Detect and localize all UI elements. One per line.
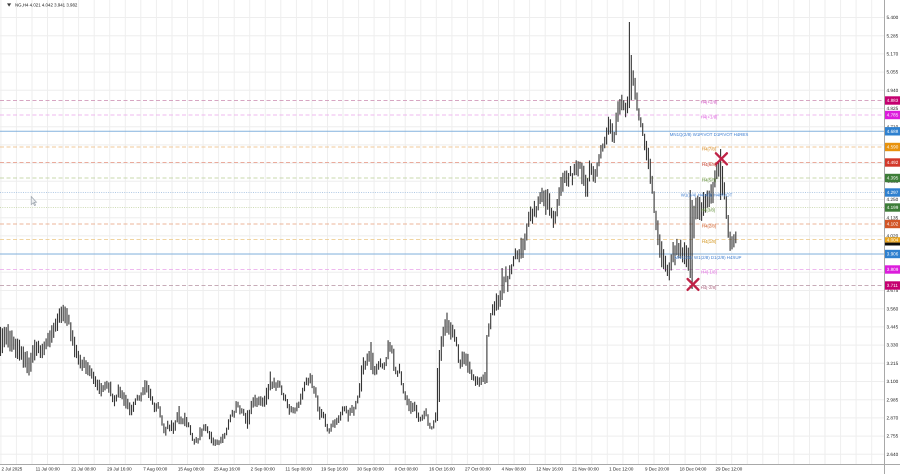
svg-text:4.710: 4.710 [887,124,899,130]
svg-text:2 Sep 00:00: 2 Sep 00:00 [251,466,275,471]
svg-text:12 Nov 16:00: 12 Nov 16:00 [536,466,563,471]
svg-text:4.004: 4.004 [887,238,899,243]
svg-text:11 Jul 00:00: 11 Jul 00:00 [36,466,60,471]
svg-text:5.170: 5.170 [887,51,899,57]
svg-text:21 Nov 00:00: 21 Nov 00:00 [572,466,599,471]
svg-text:3.445: 3.445 [887,324,899,330]
svg-text:H4[6/8]: H4[6/8] [702,162,716,167]
svg-text:4.199: 4.199 [887,205,899,210]
svg-text:2.640: 2.640 [887,451,899,457]
svg-text:4.785: 4.785 [887,113,899,118]
svg-text:25 Aug 16:00: 25 Aug 16:00 [214,466,241,471]
svg-text:2.985: 2.985 [887,397,899,403]
svg-text:2.870: 2.870 [887,415,899,421]
svg-text:H4[-1/8]: H4[-1/8] [701,270,717,275]
svg-text:4.135: 4.135 [887,215,899,221]
svg-text:NG,H4 4.021 4.042 3.941 3.982: NG,H4 4.021 4.042 3.941 3.982 [15,2,77,7]
svg-text:30 Sep 00:00: 30 Sep 00:00 [357,466,384,471]
svg-text:29 Dec 12:00: 29 Dec 12:00 [715,466,742,471]
svg-text:2 Jul 2025: 2 Jul 2025 [1,466,22,471]
svg-text:MN1Q(2/8) W1PIVOT D1PIVOT H4RE: MN1Q(2/8) W1PIVOT D1PIVOT H4RES [670,132,749,137]
svg-text:H4[2/8]: H4[2/8] [702,223,716,228]
svg-text:3.330: 3.330 [887,342,899,348]
svg-text:19 Sep 16:00: 19 Sep 16:00 [321,466,348,471]
svg-text:5.400: 5.400 [887,15,899,21]
svg-text:3.215: 3.215 [887,360,899,366]
svg-text:MN1(2/8) W1(2/8) D1(2/8) H4SUP: MN1(2/8) W1(2/8) D1(2/8) H4SUP [675,255,742,260]
svg-text:8 Oct 08:00: 8 Oct 08:00 [395,466,418,471]
svg-text:4.102: 4.102 [887,222,899,227]
svg-text:9 Dec 20:00: 9 Dec 20:00 [645,466,669,471]
svg-text:H4[+2/8]: H4[+2/8] [701,99,718,104]
svg-text:4.688: 4.688 [887,129,899,134]
svg-text:3.809: 3.809 [887,267,899,272]
svg-text:18 Dec 04:00: 18 Dec 04:00 [680,466,707,471]
svg-text:4.883: 4.883 [887,98,899,103]
svg-text:W1(3/4) H4(4/8) H4PIVOT: W1(3/4) H4(4/8) H4PIVOT [681,192,733,197]
svg-text:29 Jul 16:00: 29 Jul 16:00 [107,466,132,471]
svg-text:H4[1/8]: H4[1/8] [702,239,716,244]
svg-text:15 Aug 08:00: 15 Aug 08:00 [178,466,205,471]
svg-text:4.297: 4.297 [887,190,899,195]
svg-text:16 Oct 16:00: 16 Oct 16:00 [429,466,455,471]
svg-text:H4[+1/8]: H4[+1/8] [701,114,718,119]
svg-text:4.825: 4.825 [887,106,899,112]
svg-text:4 Nov 08:00: 4 Nov 08:00 [502,466,526,471]
svg-text:2.755: 2.755 [887,433,899,439]
svg-text:3.906: 3.906 [887,252,899,257]
svg-text:3.100: 3.100 [887,379,899,385]
svg-text:H4[-2/8]: H4[-2/8] [701,285,717,290]
svg-text:3.560: 3.560 [887,306,899,312]
svg-text:3.675: 3.675 [887,288,899,294]
svg-text:4.020: 4.020 [887,233,899,239]
svg-text:H4[3/8]: H4[3/8] [701,207,715,212]
svg-text:4.590: 4.590 [887,145,899,150]
svg-text:H4[5/8]: H4[5/8] [702,177,716,182]
svg-text:3.711: 3.711 [887,283,898,288]
svg-text:4.250: 4.250 [887,197,899,203]
svg-text:5.285: 5.285 [887,33,899,39]
svg-text:21 Jul 08:00: 21 Jul 08:00 [71,466,96,471]
svg-text:4.492: 4.492 [887,160,899,165]
svg-text:7 Aug 00:00: 7 Aug 00:00 [143,466,167,471]
svg-text:H4[7/8]: H4[7/8] [702,146,716,151]
svg-text:4.940: 4.940 [887,87,899,93]
svg-text:11 Sep 08:00: 11 Sep 08:00 [285,466,311,471]
svg-text:27 Oct 00:00: 27 Oct 00:00 [465,466,491,471]
svg-text:5.055: 5.055 [887,69,899,75]
svg-text:1 Dec 12:00: 1 Dec 12:00 [609,466,633,471]
svg-text:4.395: 4.395 [887,176,899,181]
